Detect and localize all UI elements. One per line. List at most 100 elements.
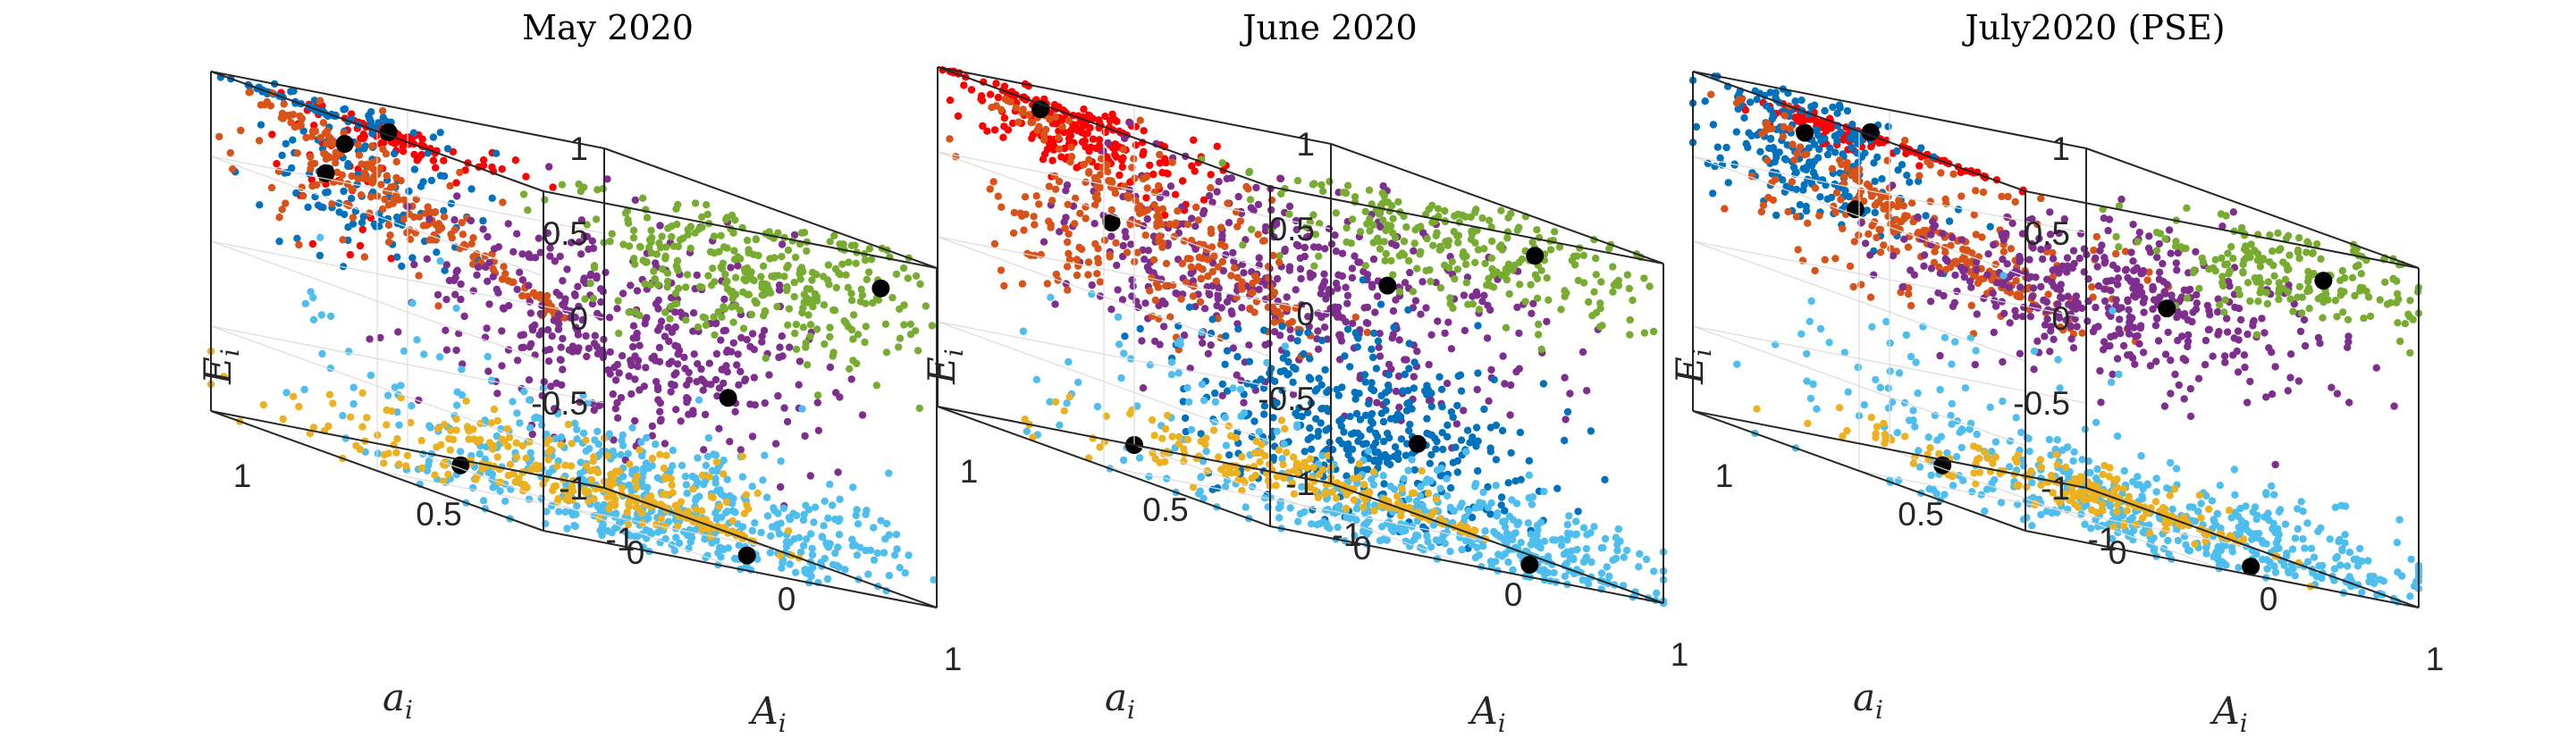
scatter-point: [446, 181, 454, 190]
scatter-point: [1380, 238, 1388, 246]
scatter-point: [668, 481, 676, 489]
scatter-point: [1187, 425, 1196, 434]
scatter-point: [731, 302, 740, 310]
scatter-point: [983, 127, 991, 135]
scatter-point: [392, 449, 400, 457]
scatter-point: [1225, 219, 1233, 227]
scatter-point: [786, 343, 794, 351]
axis-edge: [1330, 143, 1664, 264]
scatter-point: [340, 129, 348, 137]
scatter-point: [658, 232, 666, 240]
scatter-point: [1249, 279, 1257, 288]
scatter-point: [1379, 437, 1388, 446]
scatter-point: [590, 264, 599, 272]
scatter-point: [1967, 301, 1975, 310]
scatter-point: [597, 298, 605, 306]
scatter-point: [899, 264, 908, 273]
scatter-point: [763, 289, 772, 297]
scatter-point: [1208, 315, 1216, 323]
y-tick-labels: 0 0.5 1: [960, 453, 1372, 567]
scatter-point: [310, 122, 318, 130]
scatter-point: [700, 446, 708, 454]
scatter-point: [1873, 153, 1881, 162]
scatter-point: [1640, 329, 1649, 337]
scatter-point: [1307, 433, 1316, 441]
scatter-point: [869, 298, 877, 307]
scatter-point: [1153, 222, 1161, 231]
scatter-point: [1972, 187, 1980, 195]
scatter-point: [1018, 280, 1027, 288]
scatter-point: [1021, 193, 1030, 201]
scatter-point: [1218, 380, 1227, 389]
scatter-point: [682, 283, 690, 291]
panel-title: July2020 (PSE): [1961, 8, 2225, 47]
scatter-point: [1486, 424, 1495, 432]
scatter-point: [695, 225, 703, 233]
scatter-point: [619, 240, 627, 248]
scatter-point: [536, 248, 544, 256]
scatter-point: [728, 516, 737, 525]
scatter-point: [1218, 159, 1226, 167]
scatter-point: [1460, 407, 1468, 415]
scatter-point: [1065, 249, 1073, 257]
scatter-point: [512, 439, 520, 447]
scatter-point: [1100, 236, 1109, 245]
scatter-point: [631, 516, 640, 525]
scatter-point: [1314, 427, 1323, 435]
scatter-point: [1446, 547, 1454, 556]
scatter-point: [429, 236, 437, 244]
scatter-point: [842, 271, 850, 279]
centroid-marker: [1031, 100, 1049, 119]
scatter-point: [848, 541, 857, 550]
scatter-point: [559, 334, 567, 343]
scatter-point: [1458, 499, 1466, 508]
scatter-point: [1326, 438, 1334, 447]
scatter-point: [904, 274, 912, 282]
scatter-point: [1233, 371, 1241, 379]
scatter-point: [720, 457, 728, 465]
scatter-point: [900, 321, 908, 329]
scatter-point: [823, 541, 832, 550]
scatter-point: [1146, 161, 1154, 170]
scatter-point: [615, 369, 623, 377]
scatter-point: [1285, 202, 1294, 211]
scatter-point: [703, 551, 711, 559]
scatter-point: [691, 474, 700, 482]
scatter-point: [661, 440, 669, 448]
scatter-point: [2049, 248, 2057, 257]
scatter-point: [325, 390, 334, 399]
scatter-point: [1342, 189, 1351, 197]
scatter-point: [1435, 213, 1443, 221]
scatter-point: [637, 438, 645, 446]
scatter-point: [1635, 563, 1643, 571]
scatter-point: [499, 198, 507, 206]
scatter-point: [316, 233, 324, 241]
scatter-point: [1162, 158, 1170, 167]
scatter-point: [1605, 572, 1613, 581]
scatter-point: [1288, 481, 1296, 489]
scatter-point: [314, 201, 323, 209]
scatter-point: [452, 415, 460, 424]
y-axis-label: ai: [383, 676, 413, 725]
scatter-point: [1088, 281, 1096, 290]
z-tick: -0.5: [1258, 381, 1315, 417]
scatter-point: [1062, 187, 1070, 195]
scatter-point: [561, 306, 570, 314]
scatter-point: [1435, 373, 1444, 381]
scatter-point: [800, 541, 808, 550]
scatter-point: [778, 240, 787, 248]
scatter-point: [382, 187, 391, 196]
scatter-point: [778, 564, 786, 572]
scatter-point: [639, 483, 647, 491]
scatter-point: [1275, 332, 1284, 340]
scatter-point: [912, 272, 921, 280]
scatter-point: [1289, 390, 1298, 399]
scatter-point: [1130, 155, 1138, 163]
grid-line: [376, 470, 771, 549]
scatter-point: [1326, 525, 1334, 533]
scatter-point: [741, 377, 749, 385]
scatter-point: [1360, 481, 1368, 489]
scatter-point: [834, 468, 842, 476]
scatter-point: [913, 347, 922, 355]
scatter-point: [573, 435, 581, 443]
